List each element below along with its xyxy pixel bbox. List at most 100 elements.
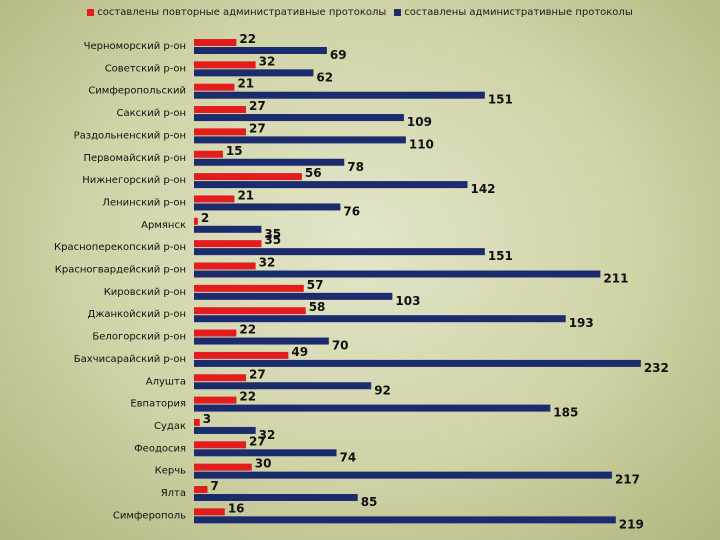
category-label: Ленинский р-он <box>102 197 186 208</box>
data-label-protocols: 76 <box>343 204 360 218</box>
bar-protocols <box>194 516 616 524</box>
data-label-repeat-protocols: 58 <box>309 300 326 314</box>
data-label-protocols: 151 <box>488 93 513 107</box>
bar-repeat-protocols <box>194 307 306 315</box>
data-label-repeat-protocols: 56 <box>305 166 322 180</box>
bar-repeat-protocols <box>194 486 208 493</box>
category-label: Черноморский р-он <box>84 41 186 52</box>
category-label: Симферополь <box>113 510 186 521</box>
bar-protocols <box>194 158 345 166</box>
data-label-repeat-protocols: 49 <box>291 345 308 359</box>
bar-protocols <box>194 181 468 189</box>
data-label-protocols: 78 <box>347 160 364 174</box>
data-label-protocols: 193 <box>569 316 594 330</box>
category-label: Армянск <box>141 220 186 231</box>
category-label: Красногвардейский р-он <box>55 265 186 276</box>
bar-repeat-protocols <box>194 39 237 46</box>
data-label-protocols: 219 <box>619 517 644 531</box>
data-label-repeat-protocols: 21 <box>237 77 254 91</box>
bar-protocols <box>194 426 256 434</box>
bar-repeat-protocols <box>194 195 235 203</box>
data-label-protocols: 217 <box>615 473 640 487</box>
bar-repeat-protocols <box>194 217 198 225</box>
data-label-protocols: 211 <box>603 272 628 286</box>
bar-protocols <box>194 494 358 501</box>
category-label: Советский р-он <box>105 63 186 74</box>
bar-repeat-protocols <box>194 262 256 270</box>
category-label: Первомайский р-он <box>83 153 186 164</box>
legend-label-repeat-protocols: составлены повторные административные пр… <box>97 7 387 18</box>
data-label-repeat-protocols: 22 <box>239 390 256 404</box>
category-label: Судак <box>154 421 186 432</box>
data-label-protocols: 85 <box>361 495 378 509</box>
category-label: Алушта <box>146 376 186 387</box>
bar-repeat-protocols <box>194 463 252 471</box>
bar-protocols <box>194 203 341 211</box>
bar-protocols <box>194 471 612 479</box>
data-label-protocols: 35 <box>264 227 281 241</box>
bar-protocols <box>194 91 485 99</box>
data-label-repeat-protocols: 22 <box>239 32 256 46</box>
bar-protocols <box>194 248 485 256</box>
data-label-protocols: 92 <box>374 383 391 397</box>
bar-protocols <box>194 315 566 323</box>
bar-repeat-protocols <box>194 441 247 449</box>
category-label: Симферопольский <box>88 86 186 97</box>
data-label-protocols: 70 <box>332 339 349 353</box>
data-label-repeat-protocols: 27 <box>249 99 266 113</box>
bar-repeat-protocols <box>194 150 223 158</box>
data-label-repeat-protocols: 30 <box>255 457 272 471</box>
category-label: Красноперекопский р-он <box>54 242 186 253</box>
data-label-protocols: 110 <box>409 137 434 151</box>
data-label-protocols: 69 <box>330 48 347 62</box>
data-label-protocols: 109 <box>407 115 432 129</box>
data-label-protocols: 185 <box>553 406 578 420</box>
category-label: Керчь <box>155 466 187 477</box>
bar-protocols <box>194 270 601 278</box>
data-label-repeat-protocols: 3 <box>203 412 211 426</box>
data-label-protocols: 32 <box>259 428 276 442</box>
category-label: Евпатория <box>130 399 186 410</box>
bar-repeat-protocols <box>194 418 200 426</box>
bar-repeat-protocols <box>194 374 247 382</box>
data-label-protocols: 74 <box>340 450 357 464</box>
bar-protocols <box>194 69 314 77</box>
legend-swatch-red <box>87 9 95 16</box>
data-label-protocols: 62 <box>316 70 333 84</box>
category-label: Кировский р-он <box>104 287 186 298</box>
bar-protocols <box>194 359 641 367</box>
bar-protocols <box>194 382 372 390</box>
data-label-repeat-protocols: 22 <box>239 323 256 337</box>
bar-repeat-protocols <box>194 351 289 359</box>
data-label-protocols: 232 <box>644 361 669 375</box>
bar-repeat-protocols <box>194 396 237 404</box>
data-label-repeat-protocols: 27 <box>249 434 266 448</box>
legend-swatch-navy <box>394 9 402 16</box>
data-label-repeat-protocols: 16 <box>228 501 245 515</box>
bar-protocols <box>194 114 404 122</box>
bar-repeat-protocols <box>194 173 302 181</box>
legend-item-protocols: составлены административные протоколы <box>394 7 633 18</box>
bar-repeat-protocols <box>194 284 304 292</box>
bar-protocols <box>194 337 329 345</box>
legend-label-protocols: составлены административные протоколы <box>404 7 633 18</box>
category-label: Джанкойский р-он <box>88 309 186 320</box>
data-label-repeat-protocols: 35 <box>264 233 281 247</box>
category-label: Белогорский р-он <box>92 332 186 343</box>
bar-repeat-protocols <box>194 329 237 337</box>
legend-item-repeat-protocols: составлены повторные административные пр… <box>87 7 386 18</box>
bar-repeat-protocols <box>194 128 247 136</box>
data-label-repeat-protocols: 15 <box>226 144 243 158</box>
category-label: Ялта <box>161 488 186 499</box>
category-label: Раздольненский р-он <box>74 130 186 141</box>
data-label-protocols: 151 <box>488 249 513 263</box>
data-label-repeat-protocols: 57 <box>307 278 324 292</box>
bar-repeat-protocols <box>194 106 247 114</box>
bar-protocols <box>194 225 262 233</box>
data-label-repeat-protocols: 27 <box>249 121 266 135</box>
bar-repeat-protocols <box>194 61 256 69</box>
bar-protocols <box>194 47 327 54</box>
bar-repeat-protocols <box>194 83 235 91</box>
chart-legend: составлены повторные административные пр… <box>0 7 720 18</box>
